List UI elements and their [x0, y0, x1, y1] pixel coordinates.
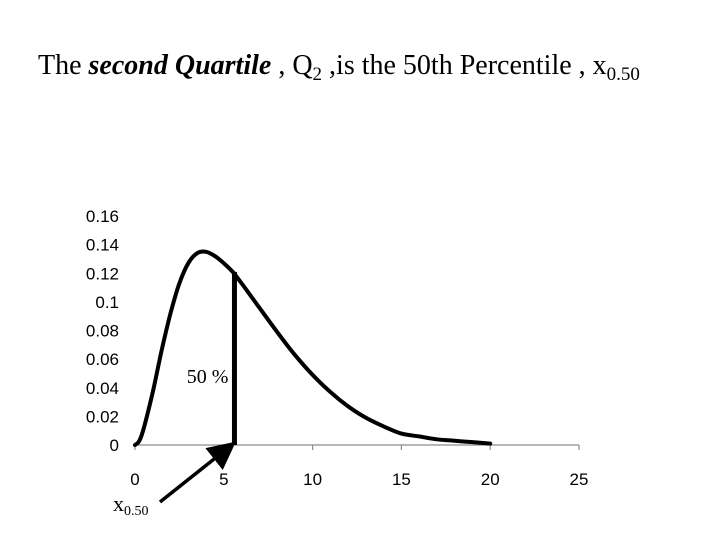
title-text-3: ,is the 50th Percentile , x	[322, 50, 607, 81]
title-text-2: , Q	[271, 50, 313, 81]
y-tick-label: 0.12	[86, 264, 119, 283]
y-tick-label: 0.14	[86, 236, 119, 255]
density-curve	[133, 249, 493, 447]
title-text-1: The	[38, 50, 89, 81]
x-tick-label: 0	[130, 470, 139, 489]
y-tick-label: 0.06	[86, 350, 119, 369]
x-tick-label: 15	[392, 470, 411, 489]
x-tick-label: 20	[481, 470, 500, 489]
slide-title: The second Quartile , Q2 ,is the 50th Pe…	[38, 42, 698, 90]
plot-area	[133, 249, 493, 447]
y-axis: 0 0.02 0.04 0.06 0.08 0.1 0.12 0.14 0.16	[86, 207, 119, 455]
x-tick-label: 10	[303, 470, 322, 489]
title-q-subscript: 2	[312, 64, 323, 85]
pointer-arrow	[158, 441, 236, 504]
y-tick-label: 0.02	[86, 407, 119, 426]
title-emphasis: second Quartile	[88, 50, 272, 81]
x-tick-label: 5	[219, 470, 228, 489]
y-tick-label: 0.04	[86, 379, 119, 398]
y-tick-label: 0.16	[86, 207, 119, 226]
x-tick-label: 25	[570, 470, 589, 489]
y-tick-label: 0	[110, 436, 119, 455]
pointer-label: x0.50	[113, 491, 149, 519]
y-tick-label: 0.1	[95, 293, 119, 312]
pointer-label-subscript: 0.50	[124, 504, 149, 519]
title-x-subscript: 0.50	[606, 64, 640, 85]
pointer-label-base: x	[113, 491, 124, 516]
percent-label: 50 %	[187, 366, 229, 388]
y-tick-label: 0.08	[86, 322, 119, 341]
percentile-marker: 50 %	[158, 271, 237, 504]
x-axis: 0 5 10 15 20 25	[130, 444, 589, 489]
